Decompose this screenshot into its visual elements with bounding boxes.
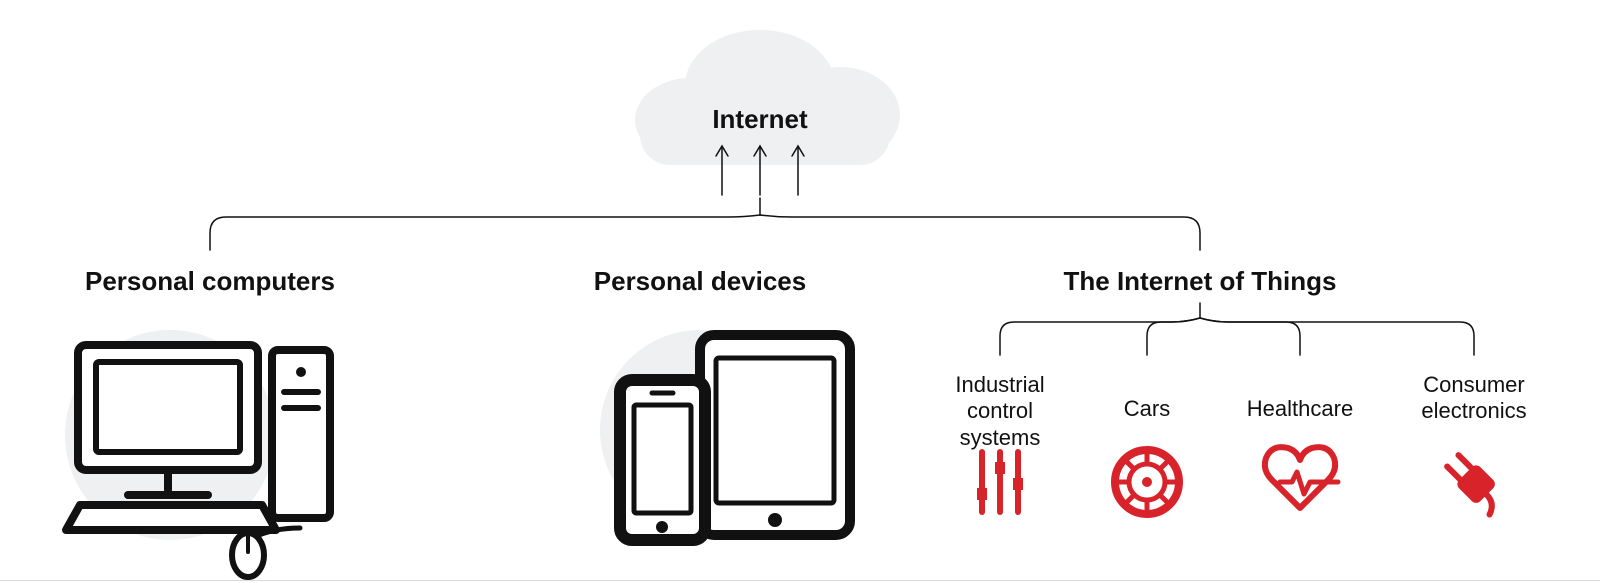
main-brace: [210, 198, 1200, 250]
branch-iot-label: The Internet of Things: [1040, 266, 1360, 297]
iot-healthcare-label: Healthcare: [1240, 396, 1360, 422]
iot-brace: [1000, 303, 1474, 355]
branch-devices-label: Personal devices: [560, 266, 840, 297]
root-label: Internet: [660, 104, 860, 135]
branch-pc-label: Personal computers: [60, 266, 360, 297]
wheel-icon: [1115, 450, 1179, 514]
sliders-icon: [977, 452, 1023, 512]
iot-industrial-label: Industrial control systems: [920, 372, 1080, 451]
footer-rule: [0, 580, 1600, 581]
iot-cars-label: Cars: [1107, 396, 1187, 422]
diagram-stage: Internet Personal computers Personal dev…: [0, 0, 1600, 583]
plug-icon: [1442, 450, 1508, 516]
iot-consumer-label: Consumer electronics: [1404, 372, 1544, 425]
cloud-icon: [635, 30, 900, 165]
heart-icon: [1265, 447, 1338, 508]
pc-icon: [66, 345, 330, 577]
